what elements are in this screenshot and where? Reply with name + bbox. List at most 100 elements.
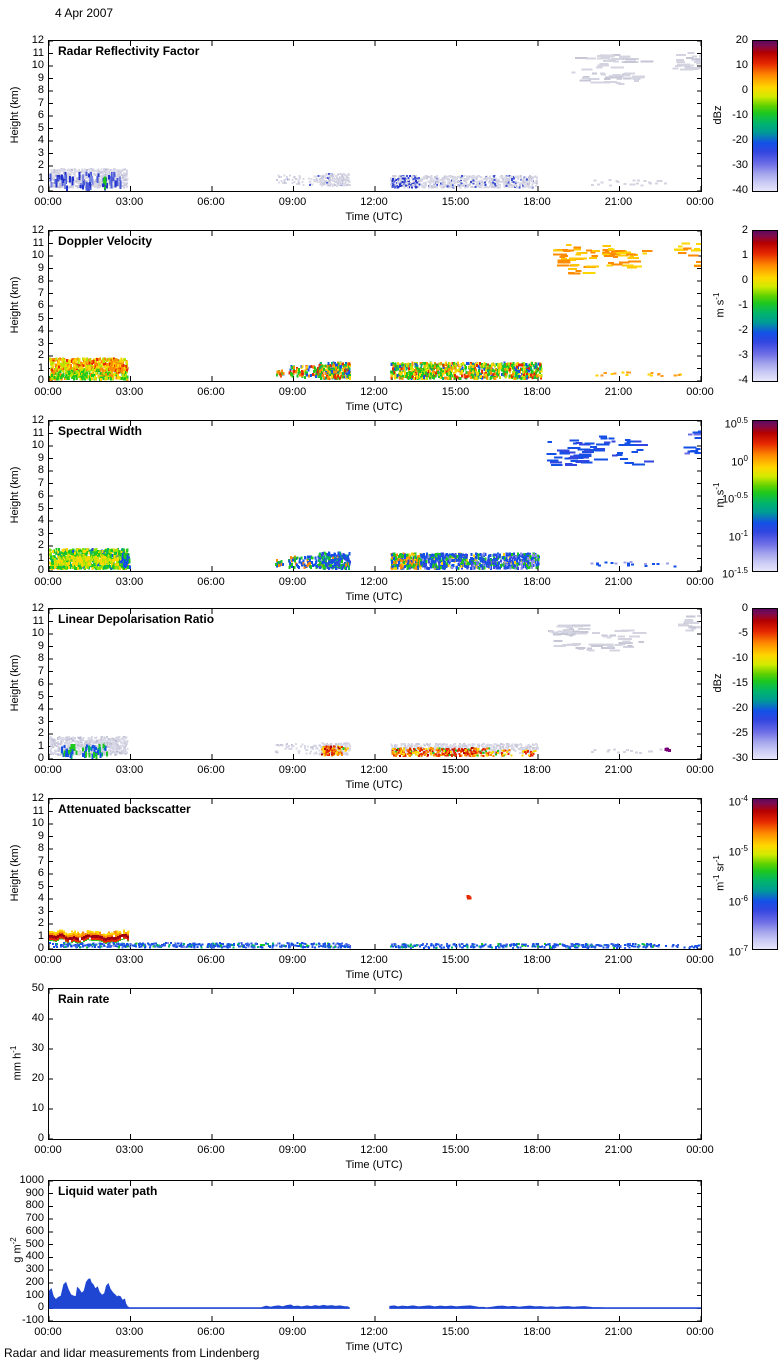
y-tick-label: 9 bbox=[37, 639, 44, 652]
panel-liquid-water-path: g m-2 1000 900 800 700 600 500 400 300 200 100 0 -10… bbox=[0, 1174, 780, 1365]
y-tick-label: 9 bbox=[37, 451, 44, 464]
y-tick-label: 6 bbox=[37, 677, 44, 689]
y-tick-label: 4 bbox=[37, 702, 44, 714]
date-label: 4 Apr 2007 bbox=[55, 6, 114, 20]
x-tick-label: 06:00 bbox=[197, 576, 225, 588]
x-tick-label: 00:00 bbox=[686, 1144, 714, 1156]
y-tick-label: 3 bbox=[37, 904, 44, 917]
x-tick-label: 12:00 bbox=[360, 576, 388, 588]
panel-spectral-width: Height (km) 12 11 10 9 8 7 6 5 4 3 2 1 0 Spectral Widt… bbox=[0, 414, 780, 615]
y-tick-label: 8 bbox=[37, 464, 44, 476]
colorbar-tick-label: 10-7 bbox=[728, 944, 748, 959]
y-tick-label: 8 bbox=[37, 84, 44, 96]
colorbar-tick-label: -5 bbox=[738, 627, 748, 639]
x-tick-label: 21:00 bbox=[604, 1144, 633, 1156]
x-tick-label: 00:00 bbox=[34, 196, 62, 208]
y-tick-label: 11 bbox=[32, 236, 44, 249]
y-tick-label: 2 bbox=[37, 159, 44, 171]
y-tick-label: 11 bbox=[32, 426, 44, 439]
y-tick-label: 3 bbox=[37, 336, 44, 349]
x-tick-label: 21:00 bbox=[604, 764, 633, 776]
y-tick-label: 500 bbox=[25, 1237, 44, 1250]
panel-title: Rain rate bbox=[58, 992, 110, 1006]
y-tick-label: 5 bbox=[37, 879, 44, 892]
y-tick-label: 300 bbox=[25, 1263, 44, 1276]
x-tick-label: 18:00 bbox=[523, 1326, 551, 1338]
y-tick-label: 800 bbox=[25, 1199, 44, 1212]
panel-title: Spectral Width bbox=[58, 424, 142, 438]
panel-title: Liquid water path bbox=[58, 1184, 158, 1198]
y-tick-label: 8 bbox=[37, 274, 44, 286]
x-tick-label: 09:00 bbox=[278, 196, 307, 208]
x-tick-label: 06:00 bbox=[197, 764, 225, 776]
x-tick-label: 00:00 bbox=[34, 576, 62, 588]
panel-title: Linear Depolarisation Ratio bbox=[58, 612, 215, 626]
y-tick-label: 0 bbox=[37, 184, 44, 196]
x-tick-label: 21:00 bbox=[604, 576, 633, 588]
x-tick-label: 03:00 bbox=[115, 576, 144, 588]
x-tick-label: 09:00 bbox=[278, 386, 307, 398]
colorbar-tick-label: -15 bbox=[732, 677, 748, 689]
y-tick-label: 11 bbox=[32, 614, 44, 627]
y-tick-label: 1 bbox=[37, 171, 44, 184]
colorbar-unit: m-1 sr-1 bbox=[712, 855, 727, 891]
x-axis-label: Time (UTC) bbox=[345, 211, 403, 223]
plot-area bbox=[48, 988, 702, 1140]
y-tick-label: 40 bbox=[31, 1012, 44, 1024]
colorbar-tick-label: 2 bbox=[741, 224, 748, 236]
colorbar bbox=[752, 608, 778, 760]
y-tick-label: 400 bbox=[25, 1250, 44, 1263]
x-tick-label: 21:00 bbox=[604, 954, 633, 966]
y-tick-label: 12 bbox=[31, 792, 44, 804]
x-tick-label: 12:00 bbox=[360, 1144, 388, 1156]
y-tick-label: 100 bbox=[25, 1288, 44, 1301]
x-tick-label: 03:00 bbox=[115, 1326, 144, 1338]
y-tick-label: 5 bbox=[37, 311, 44, 324]
colorbar-tick-label: 0 bbox=[741, 602, 748, 614]
y-tick-label: 10 bbox=[31, 59, 44, 71]
x-tick-label: 18:00 bbox=[523, 576, 551, 588]
y-tick-label: 10 bbox=[31, 817, 44, 829]
y-tick-label: 9 bbox=[37, 829, 44, 842]
y-tick-label: 2 bbox=[37, 539, 44, 551]
y-tick-label: 11 bbox=[32, 46, 44, 59]
colorbar-tick-label: -20 bbox=[732, 134, 748, 146]
y-tick-label: 5 bbox=[37, 501, 44, 514]
x-tick-label: 21:00 bbox=[604, 386, 633, 398]
colorbar-tick-label: 100 bbox=[731, 453, 748, 469]
y-tick-label: 4 bbox=[37, 324, 44, 336]
y-tick-label: 10 bbox=[31, 439, 44, 451]
x-tick-label: 18:00 bbox=[523, 1144, 551, 1156]
y-tick-label: 8 bbox=[37, 652, 44, 664]
y-tick-label: 5 bbox=[37, 689, 44, 702]
colorbar-tick-label: -10 bbox=[732, 652, 748, 664]
y-tick-label: 2 bbox=[37, 349, 44, 361]
figure-caption: Radar and lidar measurements from Linden… bbox=[4, 1346, 260, 1360]
colorbar-tick-label: -30 bbox=[732, 752, 748, 764]
x-tick-label: 09:00 bbox=[278, 576, 307, 588]
y-tick-label: 8 bbox=[37, 842, 44, 854]
y-tick-label: 10 bbox=[31, 1102, 44, 1114]
y-tick-label: 9 bbox=[37, 261, 44, 274]
y-tick-label: 20 bbox=[31, 1072, 44, 1084]
x-axis-label: Time (UTC) bbox=[345, 779, 403, 791]
x-tick-label: 09:00 bbox=[278, 954, 307, 966]
y-tick-label: 1000 bbox=[19, 1174, 44, 1186]
y-tick-label: 1 bbox=[37, 739, 44, 752]
plot-area bbox=[48, 798, 702, 950]
x-tick-label: 03:00 bbox=[115, 764, 144, 776]
x-tick-label: 18:00 bbox=[523, 764, 551, 776]
y-tick-label: 7 bbox=[37, 664, 44, 677]
y-tick-label: 12 bbox=[31, 34, 44, 46]
x-tick-label: 12:00 bbox=[360, 386, 388, 398]
colorbar-tick-label: 10-4 bbox=[728, 794, 748, 809]
colorbar-unit: m s-1 bbox=[712, 482, 727, 508]
y-tick-label: 5 bbox=[37, 121, 44, 134]
x-axis-label: Time (UTC) bbox=[345, 1159, 403, 1171]
y-tick-label: 3 bbox=[37, 146, 44, 159]
x-tick-label: 00:00 bbox=[34, 1144, 62, 1156]
y-tick-label: 9 bbox=[37, 71, 44, 84]
y-tick-label: 600 bbox=[25, 1224, 44, 1237]
y-tick-label: 4 bbox=[37, 514, 44, 526]
x-tick-label: 15:00 bbox=[441, 386, 470, 398]
